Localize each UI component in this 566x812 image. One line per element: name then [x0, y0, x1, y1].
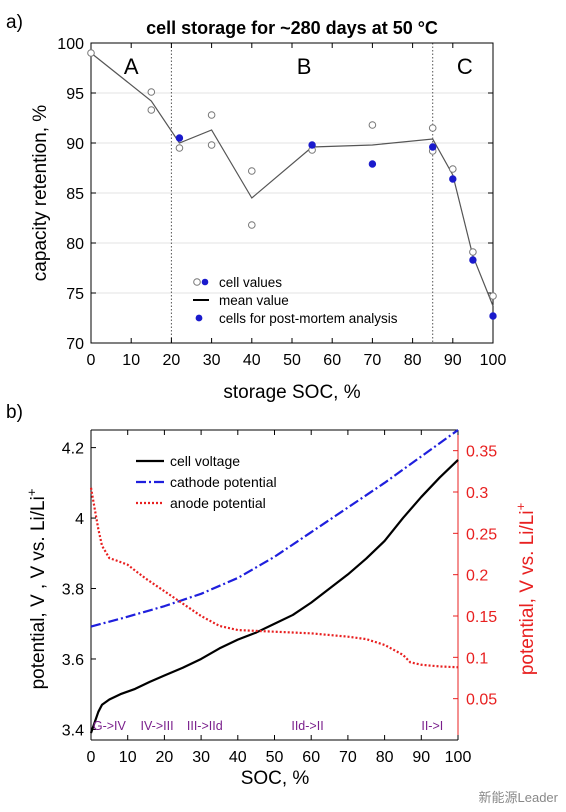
chart-b-y-tick-label: 3.6 [62, 652, 84, 669]
chart-b-legend-entry: anode potential [170, 495, 266, 511]
chart-b-x-tick-label: 50 [266, 749, 284, 766]
chart-b-right-y-tick-label: 0.25 [466, 526, 497, 543]
chart-b-stage-label: II->I [421, 719, 443, 733]
chart-b-x-tick-label: 80 [376, 749, 394, 766]
chart-b-plot-area: 0 10 20 30 40 50 60 70 80 90 100 3.4 3.6 3.8 4 4.2 0.05 0… [62, 429, 497, 766]
chart-b-y-axis-label-main: potential, V , V vs. Li/Li [28, 496, 49, 689]
chart-a-cell-value-point [147, 106, 156, 114]
chart-a-postmortem-point [449, 175, 457, 183]
chart-b-y-axis-label-superscript: + [24, 489, 39, 497]
chart-b-stage-label: IId->II [291, 719, 323, 733]
chart-b-x-axis-label: SOC, % [241, 768, 310, 789]
chart-b-y-tick-label: 3.8 [62, 582, 84, 599]
panel-a-label: a) [6, 12, 23, 33]
chart-a-x-tick-label: 80 [404, 352, 422, 369]
chart-b-x-tick-label: 40 [229, 749, 247, 766]
chart-a-x-tick-label: 50 [283, 352, 301, 369]
legend-open-circle-icon [193, 278, 201, 286]
chart-a-x-tick-label: 30 [203, 352, 221, 369]
chart-a-x-tick-label: 90 [444, 352, 462, 369]
chart-a-y-axis-label: capacity retention, % [30, 105, 51, 281]
chart-b-series-line-2 [89, 487, 459, 669]
chart-a-postmortem-point [489, 312, 497, 320]
chart-b-right-axis-label-main: potential, V vs. Li/Li [517, 510, 538, 675]
chart-b-right-y-tick-label: 0.35 [466, 444, 497, 461]
chart-a-cell-value-point [248, 221, 256, 229]
chart-b-stage-label: III->IId [187, 719, 223, 733]
chart-b-series-line-0 [89, 459, 459, 734]
chart-a-x-tick-label: 60 [323, 352, 341, 369]
chart-a-plot-area: A B C 0 10 20 30 40 50 60 70 80 90 100 70 75 80 85 90 95 100… [57, 36, 506, 369]
chart-a-cell-value-point [489, 292, 497, 300]
chart-a-x-tick-label: 40 [243, 352, 261, 369]
watermark-text: 新能源Leader [478, 790, 558, 805]
chart-b-x-tick-label: 30 [192, 749, 210, 766]
chart-b-right-y-tick-label: 0.1 [466, 650, 488, 667]
chart-b-legend-entry: cathode potential [170, 474, 277, 490]
chart-b-y-axis-label: potential, V , V vs. Li/Li+ [24, 489, 49, 690]
chart-b-right-y-tick-label: 0.2 [466, 568, 488, 585]
chart-a-y-tick-label: 90 [66, 136, 84, 153]
chart-a-legend-entry: mean value [219, 293, 289, 308]
chart-b-stage-label: G->IV [93, 719, 127, 733]
chart-b-x-tick-label: 60 [302, 749, 320, 766]
chart-a-region-label: C [457, 54, 473, 79]
chart-a-legend-entry: cell values [219, 275, 282, 290]
chart-a-x-axis-label: storage SOC, % [223, 382, 360, 403]
chart-a-postmortem-point [175, 134, 184, 142]
chart-b-legend-entry: cell voltage [170, 453, 240, 469]
chart-a-y-tick-label: 80 [66, 236, 84, 253]
chart-a-legend-entry: cells for post-mortem analysis [219, 311, 398, 326]
chart-a-x-tick-label: 20 [163, 352, 181, 369]
chart-b-x-tick-label: 10 [119, 749, 137, 766]
chart-b-right-axis-label-superscript: + [513, 503, 528, 511]
chart-a-postmortem-point [368, 160, 377, 168]
legend-filled-circle-icon [201, 278, 209, 286]
chart-b-y-tick-label: 3.4 [62, 722, 84, 739]
chart-b-x-tick-label: 100 [445, 749, 472, 766]
chart-b-right-y-tick-label: 0.15 [466, 609, 497, 626]
chart-a-cell-value-point [449, 165, 457, 173]
chart-a-y-tick-label: 75 [66, 286, 84, 303]
chart-a-cell-value-point [368, 121, 377, 129]
chart-a-region-label: B [297, 54, 312, 79]
chart-b-right-y-tick-label: 0.3 [466, 485, 488, 502]
chart-a-cell-value-point [147, 88, 156, 96]
chart-b-right-y-tick-label: 0.05 [466, 692, 497, 709]
chart-a-y-tick-label: 95 [66, 86, 84, 103]
chart-a-postmortem-point [429, 143, 437, 151]
chart-b-legend: cell voltage cathode potential anode poten… [136, 453, 277, 511]
chart-a-y-tick-label: 100 [57, 36, 84, 53]
chart-a-cell-value-point [207, 141, 216, 149]
chart-b-x-tick-label: 20 [156, 749, 174, 766]
chart-b-x-tick-label: 70 [339, 749, 357, 766]
chart-a-cell-value-point [207, 111, 216, 119]
chart-a-x-tick-label: 10 [122, 352, 140, 369]
chart-b-x-tick-label: 90 [412, 749, 430, 766]
chart-a-cell-value-point [87, 49, 95, 57]
chart-b-x-tick-label: 0 [87, 749, 96, 766]
chart-a-postmortem-point [308, 141, 316, 149]
chart-b-series-line-1 [90, 429, 459, 628]
chart-b-y-tick-label: 4 [75, 511, 84, 528]
legend-filled-circle-icon [195, 314, 203, 322]
chart-a-postmortem-point [469, 256, 477, 264]
chart-a-cell-value-point [175, 144, 184, 152]
chart-a-region-label: A [124, 54, 139, 79]
chart-a-x-tick-label: 70 [364, 352, 382, 369]
chart-a-cell-value-point [248, 167, 256, 175]
chart-b-y-tick-label: 4.2 [62, 441, 84, 458]
chart-a-cell-value-point [469, 248, 477, 256]
chart-b-right-axis-label: potential, V vs. Li/Li+ [513, 503, 538, 675]
chart-a-x-tick-label: 100 [480, 352, 507, 369]
chart-a-y-tick-label: 85 [66, 186, 84, 203]
chart-a-cell-value-point [428, 124, 437, 132]
chart-a-x-tick-label: 0 [87, 352, 96, 369]
chart-a-title: cell storage for ~280 days at 50 °C [146, 18, 438, 38]
chart-b-stage-label: IV->III [141, 719, 174, 733]
panel-b-label: b) [6, 402, 23, 423]
chart-a-y-tick-label: 70 [66, 336, 84, 353]
chart-a-legend: cell values mean value cells for post-mort… [193, 275, 398, 326]
